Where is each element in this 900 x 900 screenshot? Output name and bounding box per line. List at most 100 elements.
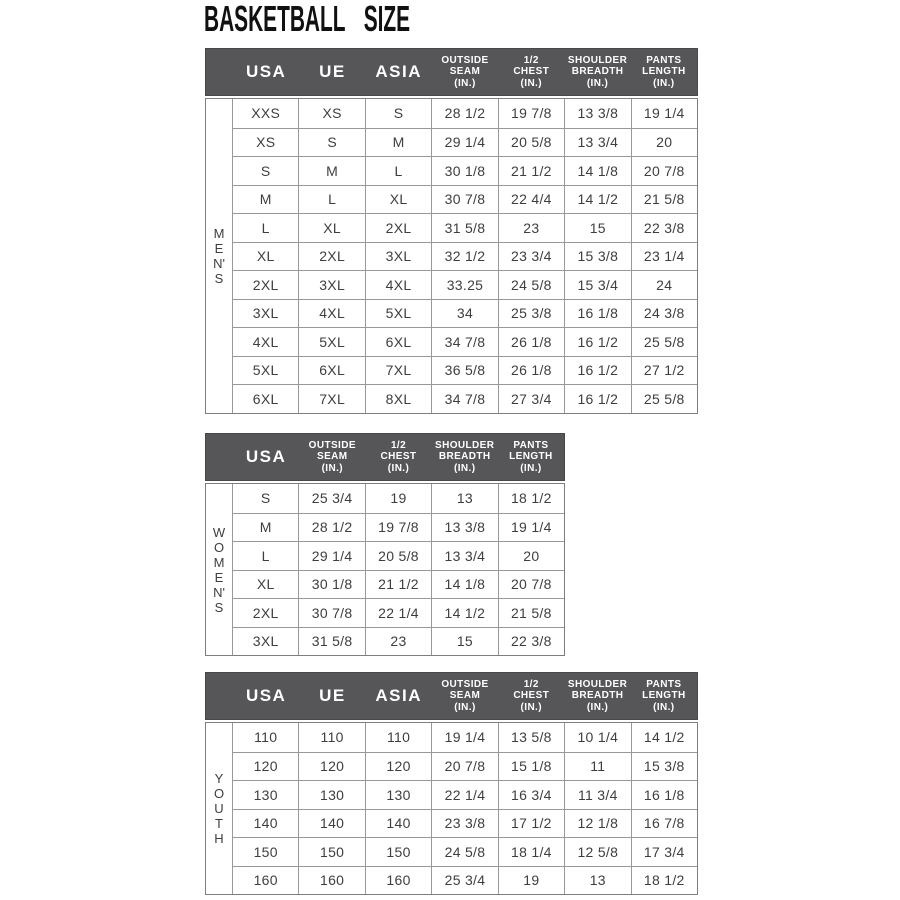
table-cell: 4XL <box>298 299 364 327</box>
table-cell: 19 1/4 <box>431 723 497 752</box>
table-cell: 24 3/8 <box>630 299 697 327</box>
table-cell: XXS <box>251 105 281 122</box>
table-cell: 13 <box>431 484 497 513</box>
table-cell: S <box>298 128 364 156</box>
table-cell: 17 1/2 <box>497 809 564 837</box>
table-rows: 110 110 110 19 1/4 13 5/8 10 1/4 14 1/2 120 120 1… <box>233 723 697 894</box>
table-cell: 3XL <box>298 271 364 299</box>
table-cell: 4XL <box>252 333 279 350</box>
table-cell: 17 3/4 <box>630 838 697 866</box>
table-cell: M <box>259 191 272 208</box>
table-cell: 130 <box>298 781 364 809</box>
table-cell: 20 5/8 <box>364 542 431 570</box>
table-cell: 22 1/4 <box>364 599 431 627</box>
table-cell: M <box>298 157 364 185</box>
table-cell: 20 7/8 <box>630 157 697 185</box>
table-cell: 4XL <box>364 271 431 299</box>
table-cell: 10 1/4 <box>564 723 630 752</box>
table-row: S 25 3/4 19 13 18 1/2 <box>233 484 564 513</box>
table-cell: 25 3/4 <box>431 866 497 894</box>
table-cell: 2XL <box>252 604 279 621</box>
table-row: 2XL 30 7/8 22 1/4 14 1/2 21 5/8 <box>233 598 564 627</box>
table-cell: 110 <box>298 723 364 752</box>
table-cell: 25 3/8 <box>497 299 564 327</box>
column-header: USA <box>245 686 287 705</box>
table-cell: M <box>259 519 272 536</box>
table-cell: S <box>364 99 431 128</box>
table-cell: 11 <box>564 752 630 780</box>
table-row: L 29 1/4 20 5/8 13 3/4 20 <box>233 541 564 570</box>
table-cell: 3XL <box>364 242 431 270</box>
table-cell: 14 1/8 <box>564 157 630 185</box>
table-row: 110 110 110 19 1/4 13 5/8 10 1/4 14 1/2 <box>233 723 697 752</box>
table-cell: 22 3/8 <box>630 214 697 242</box>
table-cell: 7XL <box>364 356 431 384</box>
table-cell: 34 7/8 <box>431 385 497 413</box>
table-cell: 36 5/8 <box>431 356 497 384</box>
table-cell: 31 5/8 <box>431 214 497 242</box>
table-cell: 16 3/4 <box>497 781 564 809</box>
table-cell: M <box>364 128 431 156</box>
table-cell: 15 <box>564 214 630 242</box>
table-row: 3XL 4XL 5XL 34 25 3/8 16 1/8 24 3/8 <box>233 298 697 327</box>
table-cell: 16 1/8 <box>564 299 630 327</box>
table-row: 5XL 6XL 7XL 36 5/8 26 1/8 16 1/2 27 1/2 <box>233 355 697 384</box>
table-cell: 33.25 <box>431 271 497 299</box>
table-cell: 14 1/2 <box>564 185 630 213</box>
table-cell: 18 1/2 <box>630 866 697 894</box>
table-cell: 30 1/8 <box>431 157 497 185</box>
table-cell: 27 3/4 <box>497 385 564 413</box>
column-header: ASIA <box>375 686 423 705</box>
table-cell: 28 1/2 <box>298 513 364 541</box>
column-header: 1/2 CHEST (IN.) <box>513 678 550 713</box>
table-cell: 22 4/4 <box>497 185 564 213</box>
table-cell: 16 1/2 <box>564 385 630 413</box>
table-cell: 7XL <box>298 385 364 413</box>
table-row: XXS XS S 28 1/2 19 7/8 13 3/8 19 1/4 <box>233 99 697 128</box>
table-cell: 14 1/2 <box>431 599 497 627</box>
table-cell: 19 <box>364 484 431 513</box>
table-cell: 150 <box>253 843 278 860</box>
table-cell: 3XL <box>252 305 279 322</box>
table-cell: 160 <box>253 872 278 889</box>
table-cell: 150 <box>298 838 364 866</box>
table-cell: 24 5/8 <box>497 271 564 299</box>
table-cell: 2XL <box>252 276 279 293</box>
table-row: 120 120 120 20 7/8 15 1/8 11 15 3/8 <box>233 751 697 780</box>
table-cell: 130 <box>253 786 278 803</box>
table-cell: 110 <box>254 729 278 746</box>
table-cell: 6XL <box>298 356 364 384</box>
table-row: 2XL 3XL 4XL 33.25 24 5/8 15 3/4 24 <box>233 270 697 299</box>
table-cell: 16 1/2 <box>564 328 630 356</box>
table-cell: XS <box>298 99 364 128</box>
table-row: M 28 1/2 19 7/8 13 3/8 19 1/4 <box>233 512 564 541</box>
table-row: 140 140 140 23 3/8 17 1/2 12 1/8 16 7/8 <box>233 808 697 837</box>
table-row: 160 160 160 25 3/4 19 13 18 1/2 <box>233 865 697 894</box>
table-cell: 16 1/8 <box>630 781 697 809</box>
table-cell: 120 <box>298 752 364 780</box>
table-cell: 24 5/8 <box>431 838 497 866</box>
column-header: ASIA <box>375 62 423 81</box>
table-cell: 20 <box>630 128 697 156</box>
table-cell: 19 7/8 <box>364 513 431 541</box>
table-cell: 15 3/8 <box>630 752 697 780</box>
table-cell: XL <box>256 248 275 265</box>
table-cell: 15 1/8 <box>497 752 564 780</box>
table-header: USA OUTSIDE SEAM (IN.) 1/2 CHEST (IN.) SHOU… <box>205 433 565 481</box>
table-cell: 29 1/4 <box>431 128 497 156</box>
table-row: 6XL 7XL 8XL 34 7/8 27 3/4 16 1/2 25 5/8 <box>233 384 697 413</box>
table-cell: 32 1/2 <box>431 242 497 270</box>
column-header: OUTSIDE SEAM (IN.) <box>441 54 489 89</box>
table-cell: 15 3/8 <box>564 242 630 270</box>
table-cell: 14 1/2 <box>630 723 697 752</box>
table-row: XL 30 1/8 21 1/2 14 1/8 20 7/8 <box>233 569 564 598</box>
column-header: 1/2 CHEST (IN.) <box>380 439 417 474</box>
table-cell: 160 <box>364 866 431 894</box>
table-cell: 23 1/4 <box>630 242 697 270</box>
table-cell: 19 1/4 <box>630 99 697 128</box>
table-cell: XL <box>256 576 275 593</box>
table-cell: 5XL <box>252 362 279 379</box>
table-cell: XS <box>256 134 276 151</box>
table-cell: 130 <box>364 781 431 809</box>
column-header: USA <box>245 62 287 81</box>
